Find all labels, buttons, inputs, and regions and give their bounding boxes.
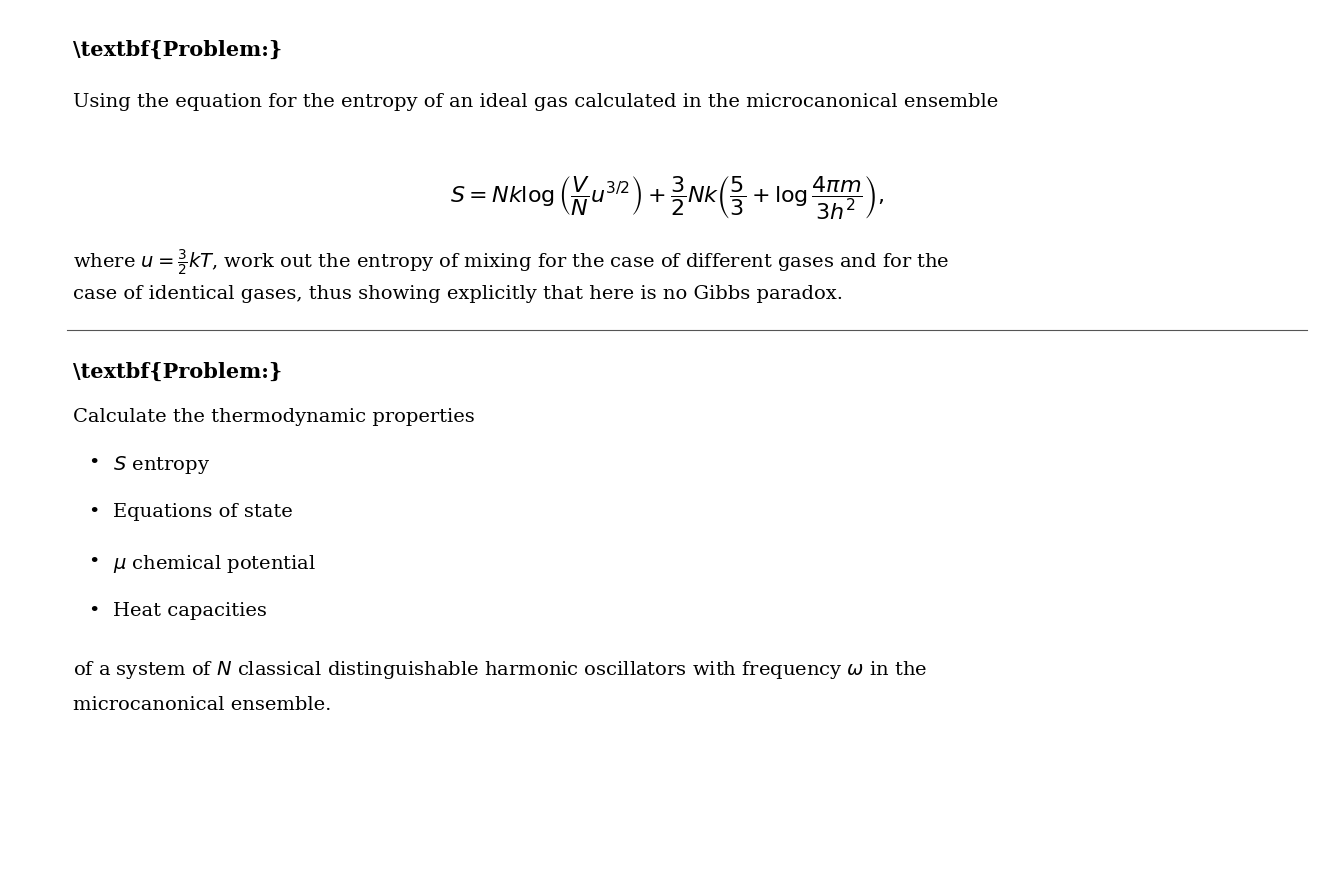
Text: •: • <box>88 454 99 471</box>
Text: case of identical gases, thus showing explicitly that here is no Gibbs paradox.: case of identical gases, thus showing ex… <box>73 285 843 303</box>
Text: Using the equation for the entropy of an ideal gas calculated in the microcanoni: Using the equation for the entropy of an… <box>73 93 999 111</box>
Text: where $u = \frac{3}{2}kT$, work out the entropy of mixing for the case of differ: where $u = \frac{3}{2}kT$, work out the … <box>73 248 950 278</box>
Text: •: • <box>88 602 99 620</box>
Text: •: • <box>88 553 99 571</box>
Text: Heat capacities: Heat capacities <box>113 602 267 620</box>
Text: microcanonical ensemble.: microcanonical ensemble. <box>73 696 332 714</box>
Text: $\mu$ chemical potential: $\mu$ chemical potential <box>113 553 316 575</box>
Text: $S$ entropy: $S$ entropy <box>113 454 211 476</box>
Text: $S = Nk\log\left(\dfrac{V}{N}u^{3/2}\right) + \dfrac{3}{2}Nk\left(\dfrac{5}{3} +: $S = Nk\log\left(\dfrac{V}{N}u^{3/2}\rig… <box>450 173 884 221</box>
Text: Calculate the thermodynamic properties: Calculate the thermodynamic properties <box>73 408 475 425</box>
Text: Equations of state: Equations of state <box>113 503 293 521</box>
Text: \textbf{Problem:}: \textbf{Problem:} <box>73 361 283 382</box>
Text: •: • <box>88 503 99 521</box>
Text: of a system of $N$ classical distinguishable harmonic oscillators with frequency: of a system of $N$ classical distinguish… <box>73 659 927 681</box>
Text: \textbf{Problem:}: \textbf{Problem:} <box>73 40 283 60</box>
